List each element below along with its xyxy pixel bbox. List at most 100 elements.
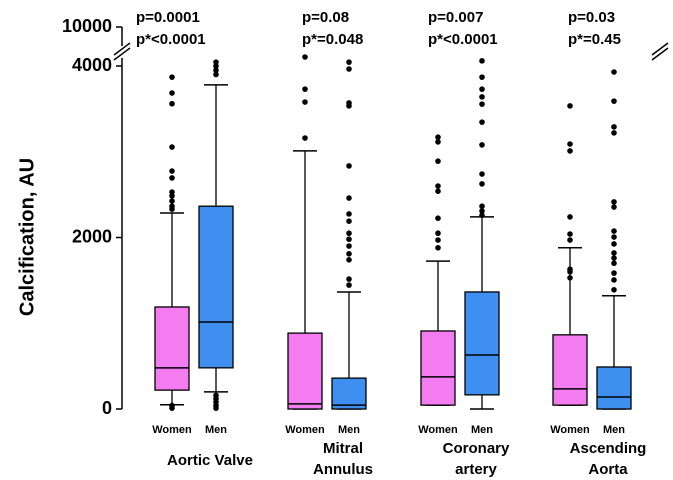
outlier xyxy=(435,230,441,237)
outlier xyxy=(611,234,617,240)
outlier xyxy=(302,99,308,105)
outlier xyxy=(169,100,175,107)
outlier xyxy=(346,230,352,237)
outlier xyxy=(479,212,485,219)
series-label: Women xyxy=(285,424,325,436)
outlier xyxy=(611,270,617,276)
box xyxy=(198,205,234,369)
outlier xyxy=(435,188,441,194)
outlier xyxy=(435,237,441,243)
outlier xyxy=(479,58,485,64)
outlier xyxy=(479,181,485,187)
outlier xyxy=(435,183,441,189)
outlier xyxy=(611,204,617,210)
outlier xyxy=(169,189,175,195)
outlier xyxy=(479,74,485,80)
outlier xyxy=(435,215,441,222)
y-tick-label: 10000 xyxy=(62,16,112,36)
series-label: Men xyxy=(603,424,625,436)
outlier xyxy=(611,130,617,136)
box xyxy=(154,306,190,391)
outlier xyxy=(302,86,308,92)
box xyxy=(464,291,500,396)
outlier xyxy=(567,214,573,220)
outlier xyxy=(213,67,219,74)
series-label: Men xyxy=(205,424,227,436)
break-mark xyxy=(113,47,131,61)
y-tick-label: 2000 xyxy=(72,226,112,246)
outlier xyxy=(169,175,175,181)
outlier xyxy=(169,168,175,174)
box xyxy=(331,377,367,410)
outlier xyxy=(567,269,573,275)
outlier xyxy=(346,276,352,282)
break-mark xyxy=(651,47,669,61)
outlier xyxy=(435,158,441,164)
break-mark xyxy=(651,42,669,56)
outlier xyxy=(346,243,352,249)
series-label: Men xyxy=(471,424,493,436)
outlier xyxy=(567,148,573,154)
outlier xyxy=(346,236,352,243)
outlier xyxy=(611,277,617,283)
outlier xyxy=(435,244,441,251)
box xyxy=(596,366,632,410)
outlier xyxy=(346,163,352,169)
outlier xyxy=(567,141,573,147)
outlier xyxy=(611,255,617,261)
outlier xyxy=(346,250,352,257)
box xyxy=(287,332,323,410)
y-tick-label: 4000 xyxy=(72,55,112,75)
outlier xyxy=(611,98,617,104)
y-axis-title: Calcification, AU xyxy=(16,158,38,316)
outlier xyxy=(346,103,352,109)
outlier xyxy=(611,228,617,234)
outlier xyxy=(479,101,485,107)
outlier xyxy=(479,208,485,214)
outlier xyxy=(611,250,617,256)
outlier xyxy=(346,59,352,65)
outlier xyxy=(169,144,175,150)
outlier xyxy=(169,198,175,204)
p-value: p*=0.048 xyxy=(302,31,363,48)
break-mark xyxy=(113,42,131,56)
series-label: Women xyxy=(550,424,590,436)
p-value: p=0.03 xyxy=(568,9,615,26)
outlier xyxy=(169,405,175,411)
y-tick-label: 0 xyxy=(102,398,112,418)
outlier xyxy=(567,237,573,243)
outlier xyxy=(479,119,485,125)
outlier xyxy=(213,405,219,411)
outlier xyxy=(479,86,485,92)
category-label: Aortic Valve xyxy=(167,452,253,469)
box xyxy=(420,330,456,406)
outlier xyxy=(302,54,308,60)
outlier xyxy=(213,63,219,69)
series-label: Women xyxy=(418,424,458,436)
outlier xyxy=(611,199,617,205)
p-value: p=0.007 xyxy=(428,9,483,26)
outlier xyxy=(346,218,352,225)
outlier xyxy=(435,134,441,140)
outlier xyxy=(479,203,485,210)
category-label: Coronary artery xyxy=(442,440,510,478)
outlier xyxy=(435,139,441,145)
outlier xyxy=(169,74,175,80)
outlier xyxy=(169,90,175,96)
outlier xyxy=(567,231,573,237)
outlier xyxy=(302,135,308,141)
outlier xyxy=(346,195,352,201)
p-value: p*<0.0001 xyxy=(428,31,498,48)
series-label: Women xyxy=(152,424,192,436)
outlier xyxy=(479,94,485,100)
outlier xyxy=(169,206,175,213)
outlier xyxy=(213,71,219,78)
outlier xyxy=(479,171,485,177)
outlier xyxy=(346,211,352,217)
outlier xyxy=(611,124,617,130)
p-value: p*<0.0001 xyxy=(136,31,206,48)
category-label: Mitral Annulus xyxy=(313,440,373,478)
outlier xyxy=(611,287,617,293)
